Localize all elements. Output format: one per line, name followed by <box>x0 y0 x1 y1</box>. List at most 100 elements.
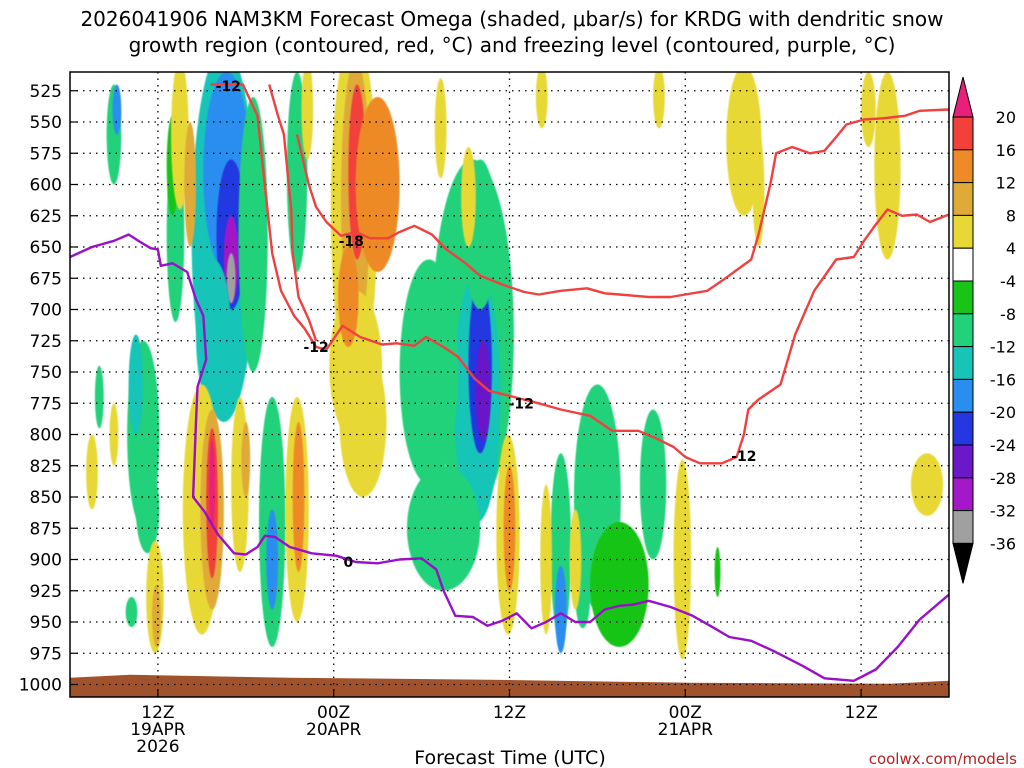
omega-cell-12 <box>128 334 144 435</box>
colorbar-label-3: 8 <box>1006 206 1016 225</box>
colorbar-label-10: -24 <box>990 436 1016 455</box>
omega-cell-67 <box>653 72 665 129</box>
colorbar-swatch-9 <box>952 411 974 446</box>
temperature-contours: -12 -12 -12 -12 -18 0 <box>70 79 949 682</box>
y-tick-label-600: 600 <box>30 176 62 196</box>
y-tick-label-950: 950 <box>30 613 62 633</box>
omega-cell-53 <box>339 347 387 497</box>
omega-cell-37 <box>171 72 189 210</box>
omega-cell-65 <box>861 72 876 147</box>
contour-line-0 <box>210 83 949 465</box>
colorbar-swatch-8 <box>952 378 974 413</box>
colorbar-cap-bottom <box>952 542 974 584</box>
colorbar-label-11: -28 <box>990 469 1016 488</box>
omega-cell-34 <box>109 403 119 466</box>
y-tick-label-800: 800 <box>30 426 62 446</box>
terrain-fill <box>70 674 949 697</box>
omega-cell-62 <box>726 72 762 216</box>
y-tick-label-975: 975 <box>30 644 62 664</box>
x-tick-label-3-0: 00Z <box>669 703 702 723</box>
y-tick-label-1000: 1000 <box>19 676 62 696</box>
omega-cell-13 <box>135 465 160 554</box>
x-tick-label-0-0: 12Z <box>141 703 174 723</box>
colorbar-label-9: -20 <box>990 403 1016 422</box>
omega-cell-44 <box>241 422 251 497</box>
colorbar-swatch-5 <box>952 280 974 315</box>
colorbar-label-13: -36 <box>990 534 1016 553</box>
omega-cell-31 <box>714 547 721 597</box>
omega-cell-32 <box>125 597 138 627</box>
colorbar-swatch-12 <box>952 510 974 544</box>
colorbar-swatch-10 <box>952 444 974 479</box>
omega-cell-42 <box>209 440 216 529</box>
y-tick-label-650: 650 <box>30 238 62 258</box>
contour-label-0: -12 <box>216 79 241 95</box>
contour-label-3: -12 <box>731 449 756 465</box>
omega-cell-1 <box>112 84 122 135</box>
colorbar-label-2: 12 <box>996 174 1016 193</box>
terrain-surface <box>70 674 949 697</box>
colorbar-label-1: 16 <box>996 141 1016 160</box>
y-tick-label-925: 925 <box>30 582 62 602</box>
x-tick-label-1-1: 20APR <box>306 720 362 740</box>
contour-label-5: 0 <box>343 555 353 571</box>
x-tick-label-3-1: 21APR <box>658 720 714 740</box>
omega-cell-9 <box>238 97 268 372</box>
omega-cell-50 <box>355 97 400 272</box>
y-tick-label-675: 675 <box>30 269 62 289</box>
y-tick-label-775: 775 <box>30 394 62 414</box>
y-tick-label-750: 750 <box>30 363 62 383</box>
colorbar-swatch-3 <box>952 214 974 249</box>
grid-lines <box>70 72 949 697</box>
colorbar-swatch-11 <box>952 477 974 512</box>
x-tick-label-1-0: 00Z <box>317 703 350 723</box>
y-tick-label-575: 575 <box>30 144 62 164</box>
x-tick-label-4-0: 12Z <box>844 703 877 723</box>
omega-cell-60 <box>569 509 582 610</box>
omega-cell-56 <box>461 147 476 247</box>
x-tick-label-0-1: 19APR <box>130 720 186 740</box>
y-tick-label-525: 525 <box>30 82 62 102</box>
y-tick-label-900: 900 <box>30 551 62 571</box>
contour-line-5 <box>70 233 949 682</box>
chart-title-line1: 2026041906 NAM3KM Forecast Omega (shaded… <box>80 7 943 31</box>
omega-cell-52 <box>338 247 359 347</box>
colorbar-swatch-4 <box>952 247 974 282</box>
omega-cell-28 <box>590 522 649 647</box>
omega-cell-55 <box>434 78 447 179</box>
omega-cell-8 <box>226 253 236 304</box>
x-axis-label: Forecast Time (UTC) <box>414 747 605 768</box>
colorbar-swatch-6 <box>952 313 974 348</box>
colorbar-label-0: 20 <box>996 108 1016 127</box>
y-tick-label-625: 625 <box>30 207 62 227</box>
colorbar-swatch-7 <box>952 346 974 380</box>
watermark: coolwx.com/models <box>869 750 1017 768</box>
contour-label-2: -12 <box>509 396 534 412</box>
colorbar-label-12: -32 <box>990 502 1016 521</box>
omega-cell-21 <box>475 340 491 441</box>
omega-cell-66 <box>535 72 548 129</box>
omega-cell-59 <box>540 484 552 635</box>
chart-title-line2: growth region (contoured, red, °C) and f… <box>129 33 896 57</box>
omega-cell-36 <box>152 584 161 647</box>
omega-cell-54 <box>301 72 314 160</box>
omega-cell-10 <box>195 259 232 410</box>
y-tick-label-700: 700 <box>30 301 62 321</box>
omega-cell-68 <box>910 453 944 516</box>
colorbar-cap-top <box>952 76 974 118</box>
colorbar-swatch-1 <box>952 149 974 184</box>
contour-label-4: -18 <box>339 234 364 250</box>
y-axis: 525 550 575 600 625 650 675 700 725 750 775 800 825 8… <box>19 82 78 696</box>
contour-label-1: -12 <box>303 340 328 356</box>
colorbar-label-5: -4 <box>1000 272 1016 291</box>
x-tick-label-0-2: 2026 <box>136 737 179 757</box>
omega-cell-33 <box>86 434 98 510</box>
omega-shading <box>86 72 944 660</box>
contour-line-1 <box>268 84 318 342</box>
omega-cell-14 <box>94 365 104 429</box>
colorbar-label-7: -12 <box>990 338 1016 357</box>
y-tick-label-875: 875 <box>30 519 62 539</box>
y-tick-label-850: 850 <box>30 488 62 508</box>
